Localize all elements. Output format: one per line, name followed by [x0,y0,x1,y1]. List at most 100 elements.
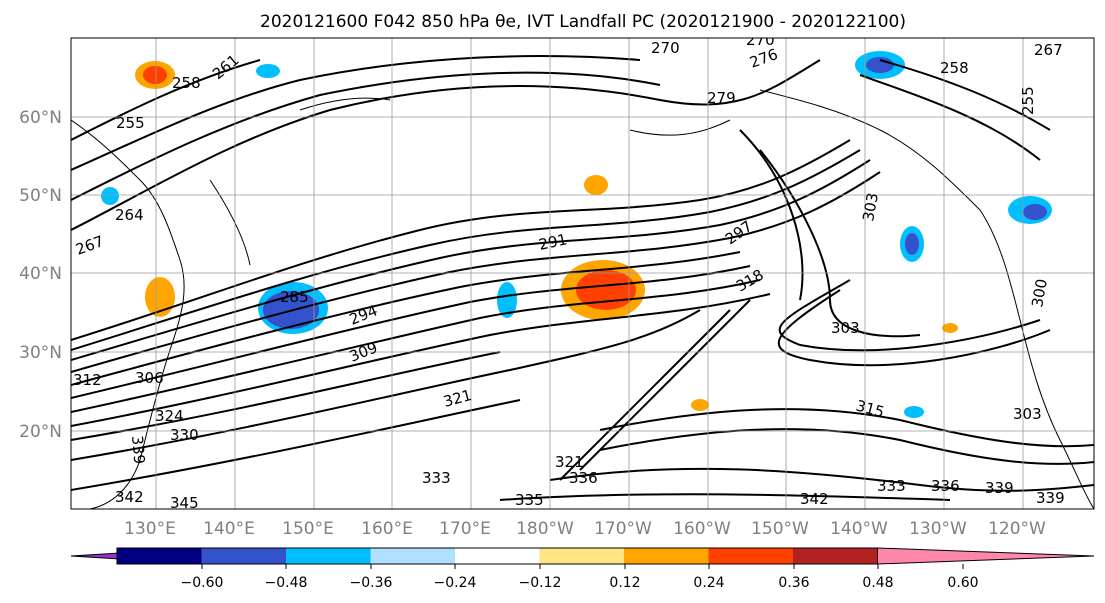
contour-label: 342 [115,488,144,506]
contour-label: 255 [116,114,145,132]
shading-blob-positive [145,277,175,317]
contour-label: 267 [1034,41,1063,59]
lon-label: 120°W [988,519,1046,539]
lon-label: 180°W [516,519,574,539]
contour-line [71,139,851,341]
gridlines [71,38,1094,509]
contour-line [71,399,521,491]
colorbar-ticks [201,564,964,569]
lat-label: 60°N [19,108,62,128]
lat-label: 20°N [19,422,62,442]
lon-label: 130°W [909,519,967,539]
colorbar-tick-label: 0.24 [693,575,724,591]
lon-label: 140°E [203,519,255,539]
colorbar-cell [708,548,794,564]
contour-line [71,279,761,413]
shading-blob-positive [691,399,709,411]
contour-label: 258 [172,74,201,92]
contour-line [71,59,821,231]
contour-line [71,265,751,399]
contour-line [71,55,641,171]
colorbar-tick-label: −0.24 [434,575,477,591]
contour-label: 270 [651,39,680,57]
colorbar-cell [455,548,540,564]
contour-line [879,59,1051,131]
contour-label: 258 [940,59,969,77]
contour-label: 321 [555,453,584,471]
contour-label: 330 [170,426,199,444]
contour-line [859,74,1041,161]
contour-line [777,289,1051,367]
shading-blob-negative [1023,204,1047,220]
contour-label: 291 [537,230,569,254]
contour-line [71,251,741,386]
shading-blob-negative [256,64,280,78]
contour-label: 333 [877,477,906,495]
contour-label: 336 [931,477,960,495]
contour-label: 312 [73,371,102,389]
coastline [299,97,391,111]
colorbar-tick-label: −0.60 [181,575,224,591]
contour-label: 303 [1013,405,1042,423]
contour-line [599,408,1094,448]
contour-label: 255 [1019,86,1037,115]
contour-label: 342 [800,490,829,508]
contour-line [71,171,881,373]
colorbar-tick-label: −0.48 [265,575,308,591]
latitude-labels: 60°N 50°N 40°N 30°N 20°N [19,108,62,442]
contour-label: 345 [170,494,199,512]
coastline-layer [71,89,1094,509]
colorbar-tick-label: 0.48 [862,575,893,591]
colorbar-cell [117,548,202,564]
colorbar: −0.60 −0.48 −0.36 −0.24 −0.12 0.12 0.24 … [70,547,1095,591]
lat-label: 30°N [19,343,62,363]
contour-label: 303 [859,191,882,222]
shading-blob-positive [143,66,167,84]
lon-label: 130°E [124,519,176,539]
colorbar-extend-max [877,547,1095,565]
contour-line [71,293,771,427]
lon-label: 140°W [830,519,888,539]
colorbar-tick-labels: −0.60 −0.48 −0.36 −0.24 −0.12 0.12 0.24 … [181,575,979,591]
contour-label: 339 [128,435,148,465]
shading-blob-negative [866,57,894,73]
shading-blob-negative [904,406,924,418]
shading-blob-negative [497,282,517,318]
contour-line [71,71,661,201]
colorbar-tick-label: 0.60 [947,575,978,591]
colorbar-tick-label: −0.36 [350,575,393,591]
colorbar-cell [793,548,878,564]
shading-blob-negative [905,233,919,255]
contour-label: 306 [135,369,164,387]
contour-label: 339 [985,479,1014,497]
colorbar-cell [286,548,371,564]
colorbar-outline [116,547,878,565]
contour-line [599,428,1094,465]
colorbar-cell [370,548,456,564]
shading-blob-negative [101,187,119,205]
contour-label: 339 [1036,489,1065,507]
contour-line [778,279,1041,352]
contour-label: 336 [569,469,598,487]
lat-label: 50°N [19,186,62,206]
contour-label: 270 [746,31,775,49]
contour-label: 300 [1028,277,1051,308]
colorbar-tick-label: −0.12 [519,575,562,591]
contour-label: 279 [707,89,736,107]
lat-label: 40°N [19,264,62,284]
colorbar-tick-label: 0.36 [778,575,809,591]
colorbar-tick-label: 0.12 [609,575,640,591]
contour-line [559,309,731,481]
contour-line [549,467,1094,492]
contour-label: 264 [115,206,144,224]
contour-line [71,149,861,351]
coastline [71,119,185,509]
colorbar-cells [70,547,1095,565]
colorbar-cell [539,548,625,564]
coastline [629,119,731,136]
contour-label: 285 [280,288,309,306]
colorbar-cell [624,548,709,564]
contour-label: 303 [831,319,860,337]
contour-layer [71,55,1094,501]
